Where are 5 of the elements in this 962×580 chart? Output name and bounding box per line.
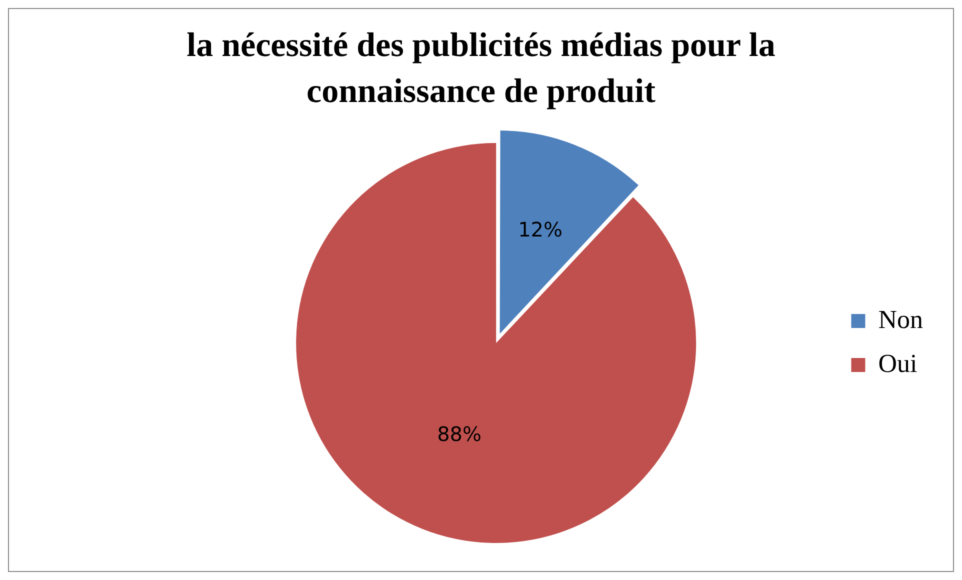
data-label: 12% — [518, 218, 563, 242]
data-label: 88% — [437, 422, 482, 446]
legend-label: Oui — [878, 348, 918, 378]
chart-title: la nécessité des publicités médias pour la connaissance de produit — [186, 26, 776, 112]
legend-label: Non — [878, 304, 924, 334]
